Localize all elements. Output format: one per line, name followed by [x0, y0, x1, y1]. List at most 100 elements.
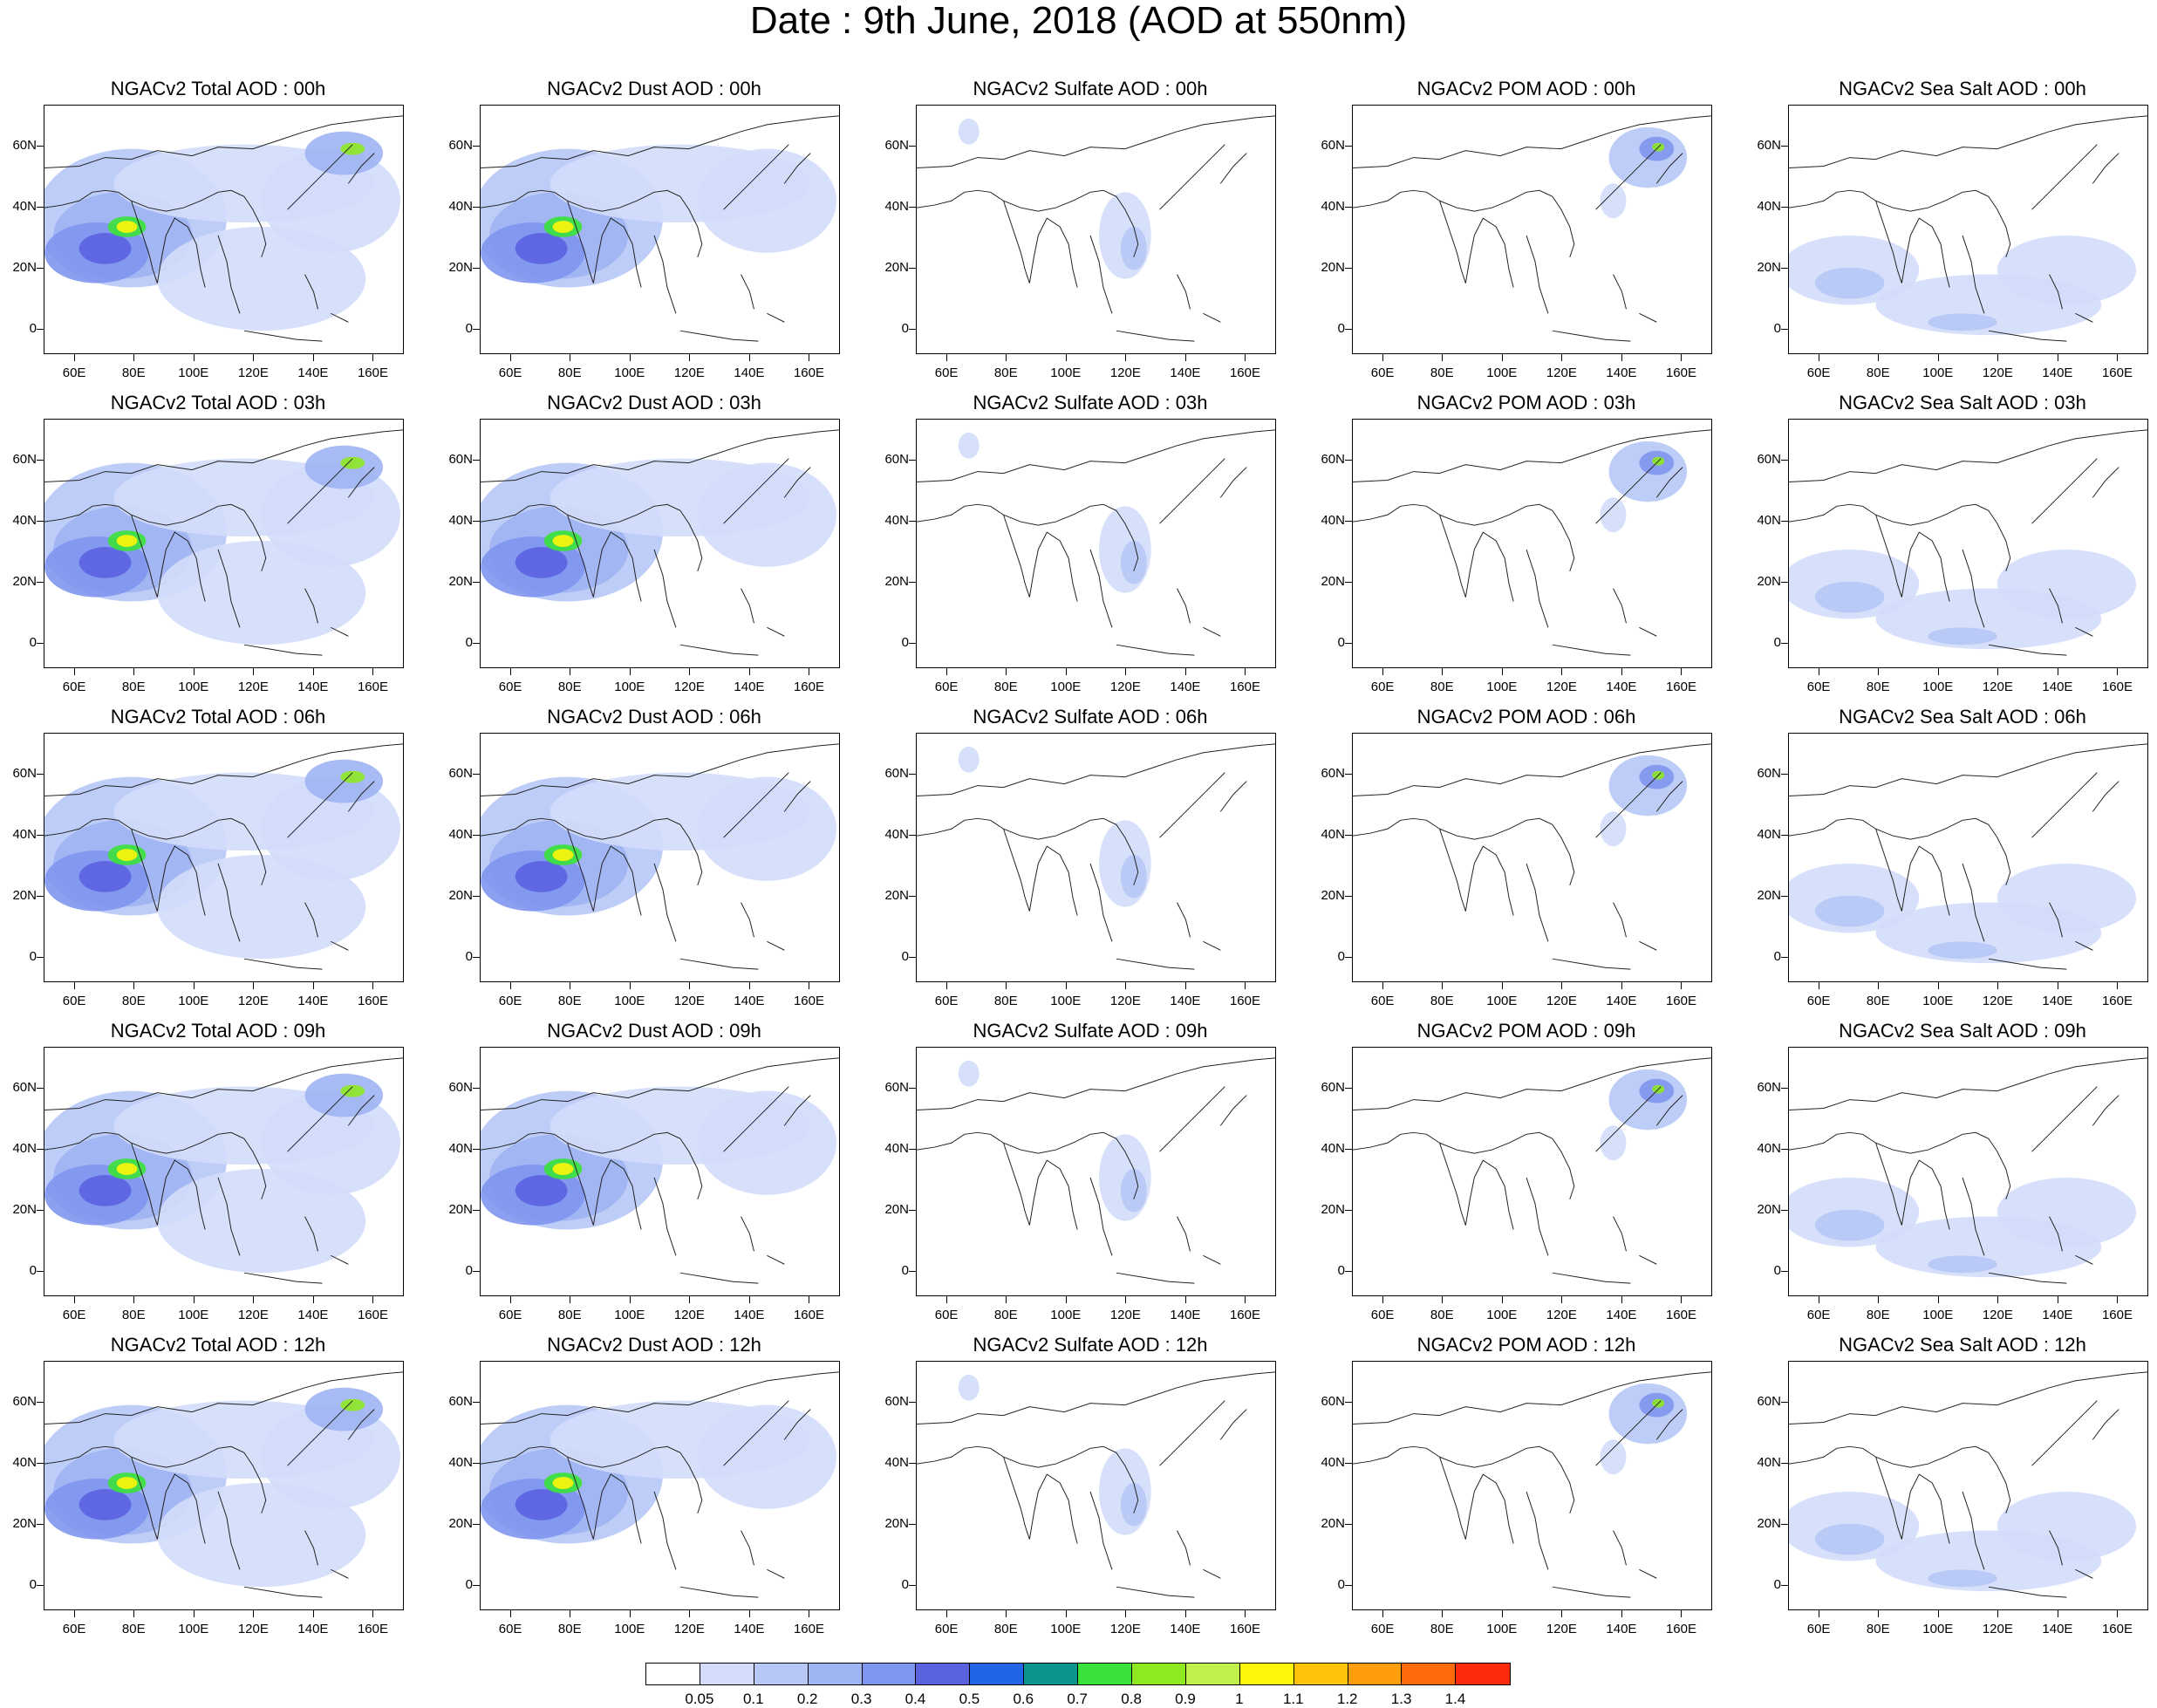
lat-tick — [1781, 206, 1788, 208]
aod-shading — [116, 1163, 138, 1175]
lat-tick-label: 40N — [12, 512, 37, 528]
lon-tick-label: 100E — [1050, 366, 1082, 380]
map-frame — [480, 1047, 840, 1296]
colorbar-swatch — [808, 1664, 863, 1684]
lat-tick — [473, 643, 480, 645]
aod-shading — [78, 1174, 132, 1206]
aod-shading — [116, 1477, 138, 1489]
lon-tick — [312, 1610, 314, 1617]
lat-tick — [909, 773, 916, 775]
map-frame — [44, 419, 404, 668]
aod-field-map — [481, 429, 839, 656]
lon-tick-label: 100E — [1922, 1622, 1954, 1636]
lat-tick-label: 40N — [448, 1454, 473, 1470]
lon-tick — [629, 1296, 631, 1303]
lat-tick — [1345, 896, 1352, 898]
aod-shading — [340, 770, 365, 783]
lat-tick-label: 20N — [1321, 260, 1345, 276]
lat-tick — [37, 1585, 44, 1587]
aod-shading — [697, 1404, 837, 1509]
lat-tick — [1781, 957, 1788, 959]
lon-tick — [946, 982, 948, 989]
lat-tick — [37, 145, 44, 147]
colorbar-label: 1.4 — [1444, 1691, 1466, 1707]
lat-tick — [37, 896, 44, 898]
lon-tick — [1878, 668, 1880, 675]
lon-tick-label: 80E — [1866, 994, 1890, 1008]
coastline — [1789, 115, 2147, 342]
lat-tick-label: 40N — [884, 1140, 909, 1156]
aod-shading — [552, 849, 574, 861]
lon-tick-label: 80E — [993, 680, 1018, 694]
lat-tick — [1345, 206, 1352, 208]
lat-tick — [473, 773, 480, 775]
coastline — [917, 743, 1275, 970]
lat-tick-label: 20N — [1757, 574, 1781, 590]
lon-tick-label: 120E — [673, 366, 705, 380]
lat-tick-label: 0 — [1773, 635, 1781, 651]
lon-tick-label: 160E — [1229, 680, 1260, 694]
aod-field-map — [481, 1371, 839, 1598]
lat-tick — [909, 1210, 916, 1212]
lon-tick — [1125, 354, 1127, 361]
lon-tick-label: 160E — [357, 1308, 388, 1322]
aod-field-map — [1353, 1057, 1711, 1284]
lat-tick-label: 0 — [1337, 1263, 1345, 1279]
map-panel-total-4: NGACv2 Total AOD : 12h 60N 40N 20N 0 60E 80E 10… — [0, 1335, 436, 1649]
map-frame — [1352, 419, 1712, 668]
lon-tick-label: 80E — [1866, 1308, 1890, 1322]
colorbar-label: 0.05 — [685, 1691, 714, 1707]
lat-tick — [1345, 582, 1352, 584]
aod-field-map — [1789, 743, 2147, 970]
lon-tick-label: 100E — [614, 994, 645, 1008]
lon-tick-label: 120E — [1546, 680, 1577, 694]
lon-tick — [1681, 668, 1683, 675]
lat-tick-label: 40N — [448, 1140, 473, 1156]
coastline — [1353, 1371, 1711, 1598]
lon-tick-label: 80E — [121, 1308, 146, 1322]
lat-tick-label: 60N — [1757, 1079, 1781, 1095]
lon-tick-label: 160E — [1229, 994, 1260, 1008]
lat-tick-label: 20N — [1757, 1516, 1781, 1532]
lat-tick-label: 0 — [901, 949, 909, 965]
lat-tick — [1345, 773, 1352, 775]
lat-tick — [37, 268, 44, 270]
map-frame — [1788, 1047, 2148, 1296]
coastline — [1353, 1057, 1711, 1284]
coastline — [1789, 1057, 2147, 1284]
coastline — [44, 429, 403, 656]
lon-tick — [1442, 668, 1444, 675]
lon-tick — [1065, 354, 1067, 361]
lon-tick-label: 120E — [1109, 1622, 1141, 1636]
lon-tick — [689, 1610, 691, 1617]
lon-tick-label: 60E — [498, 680, 522, 694]
lat-tick — [1781, 1271, 1788, 1273]
lat-tick-label: 60N — [12, 1079, 37, 1095]
map-panel-total-0: NGACv2 Total AOD : 00h 60N 40N 20N 0 60E 80E 10… — [0, 79, 436, 393]
lat-tick-label: 40N — [1321, 1140, 1345, 1156]
lat-tick — [473, 1401, 480, 1403]
lat-tick-label: 40N — [884, 512, 909, 528]
aod-shading — [157, 1169, 366, 1274]
lon-tick-label: 100E — [614, 1308, 645, 1322]
aod-shading — [261, 1090, 401, 1195]
lon-tick-label: 100E — [1486, 366, 1518, 380]
lat-tick-label: 0 — [1337, 1577, 1345, 1593]
lon-tick — [1997, 982, 1999, 989]
lat-tick-label: 60N — [1757, 451, 1781, 467]
lon-tick — [1681, 982, 1683, 989]
lat-tick — [1781, 896, 1788, 898]
lat-tick — [1781, 520, 1788, 522]
lat-tick — [909, 1087, 916, 1089]
map-panel-seasalt-2: NGACv2 Sea Salt AOD : 06h 60N 40N 20N 0 60E 80… — [1744, 707, 2157, 1021]
aod-shading — [340, 142, 365, 155]
lon-tick — [312, 982, 314, 989]
lat-tick — [473, 1524, 480, 1526]
colorbar-swatch — [1078, 1664, 1133, 1684]
lat-tick — [473, 896, 480, 898]
lat-tick-label: 20N — [1757, 1202, 1781, 1218]
lon-tick-label: 80E — [1866, 680, 1890, 694]
lon-tick-label: 120E — [673, 1308, 705, 1322]
lon-tick-label: 120E — [237, 994, 269, 1008]
lat-tick — [909, 1271, 916, 1273]
